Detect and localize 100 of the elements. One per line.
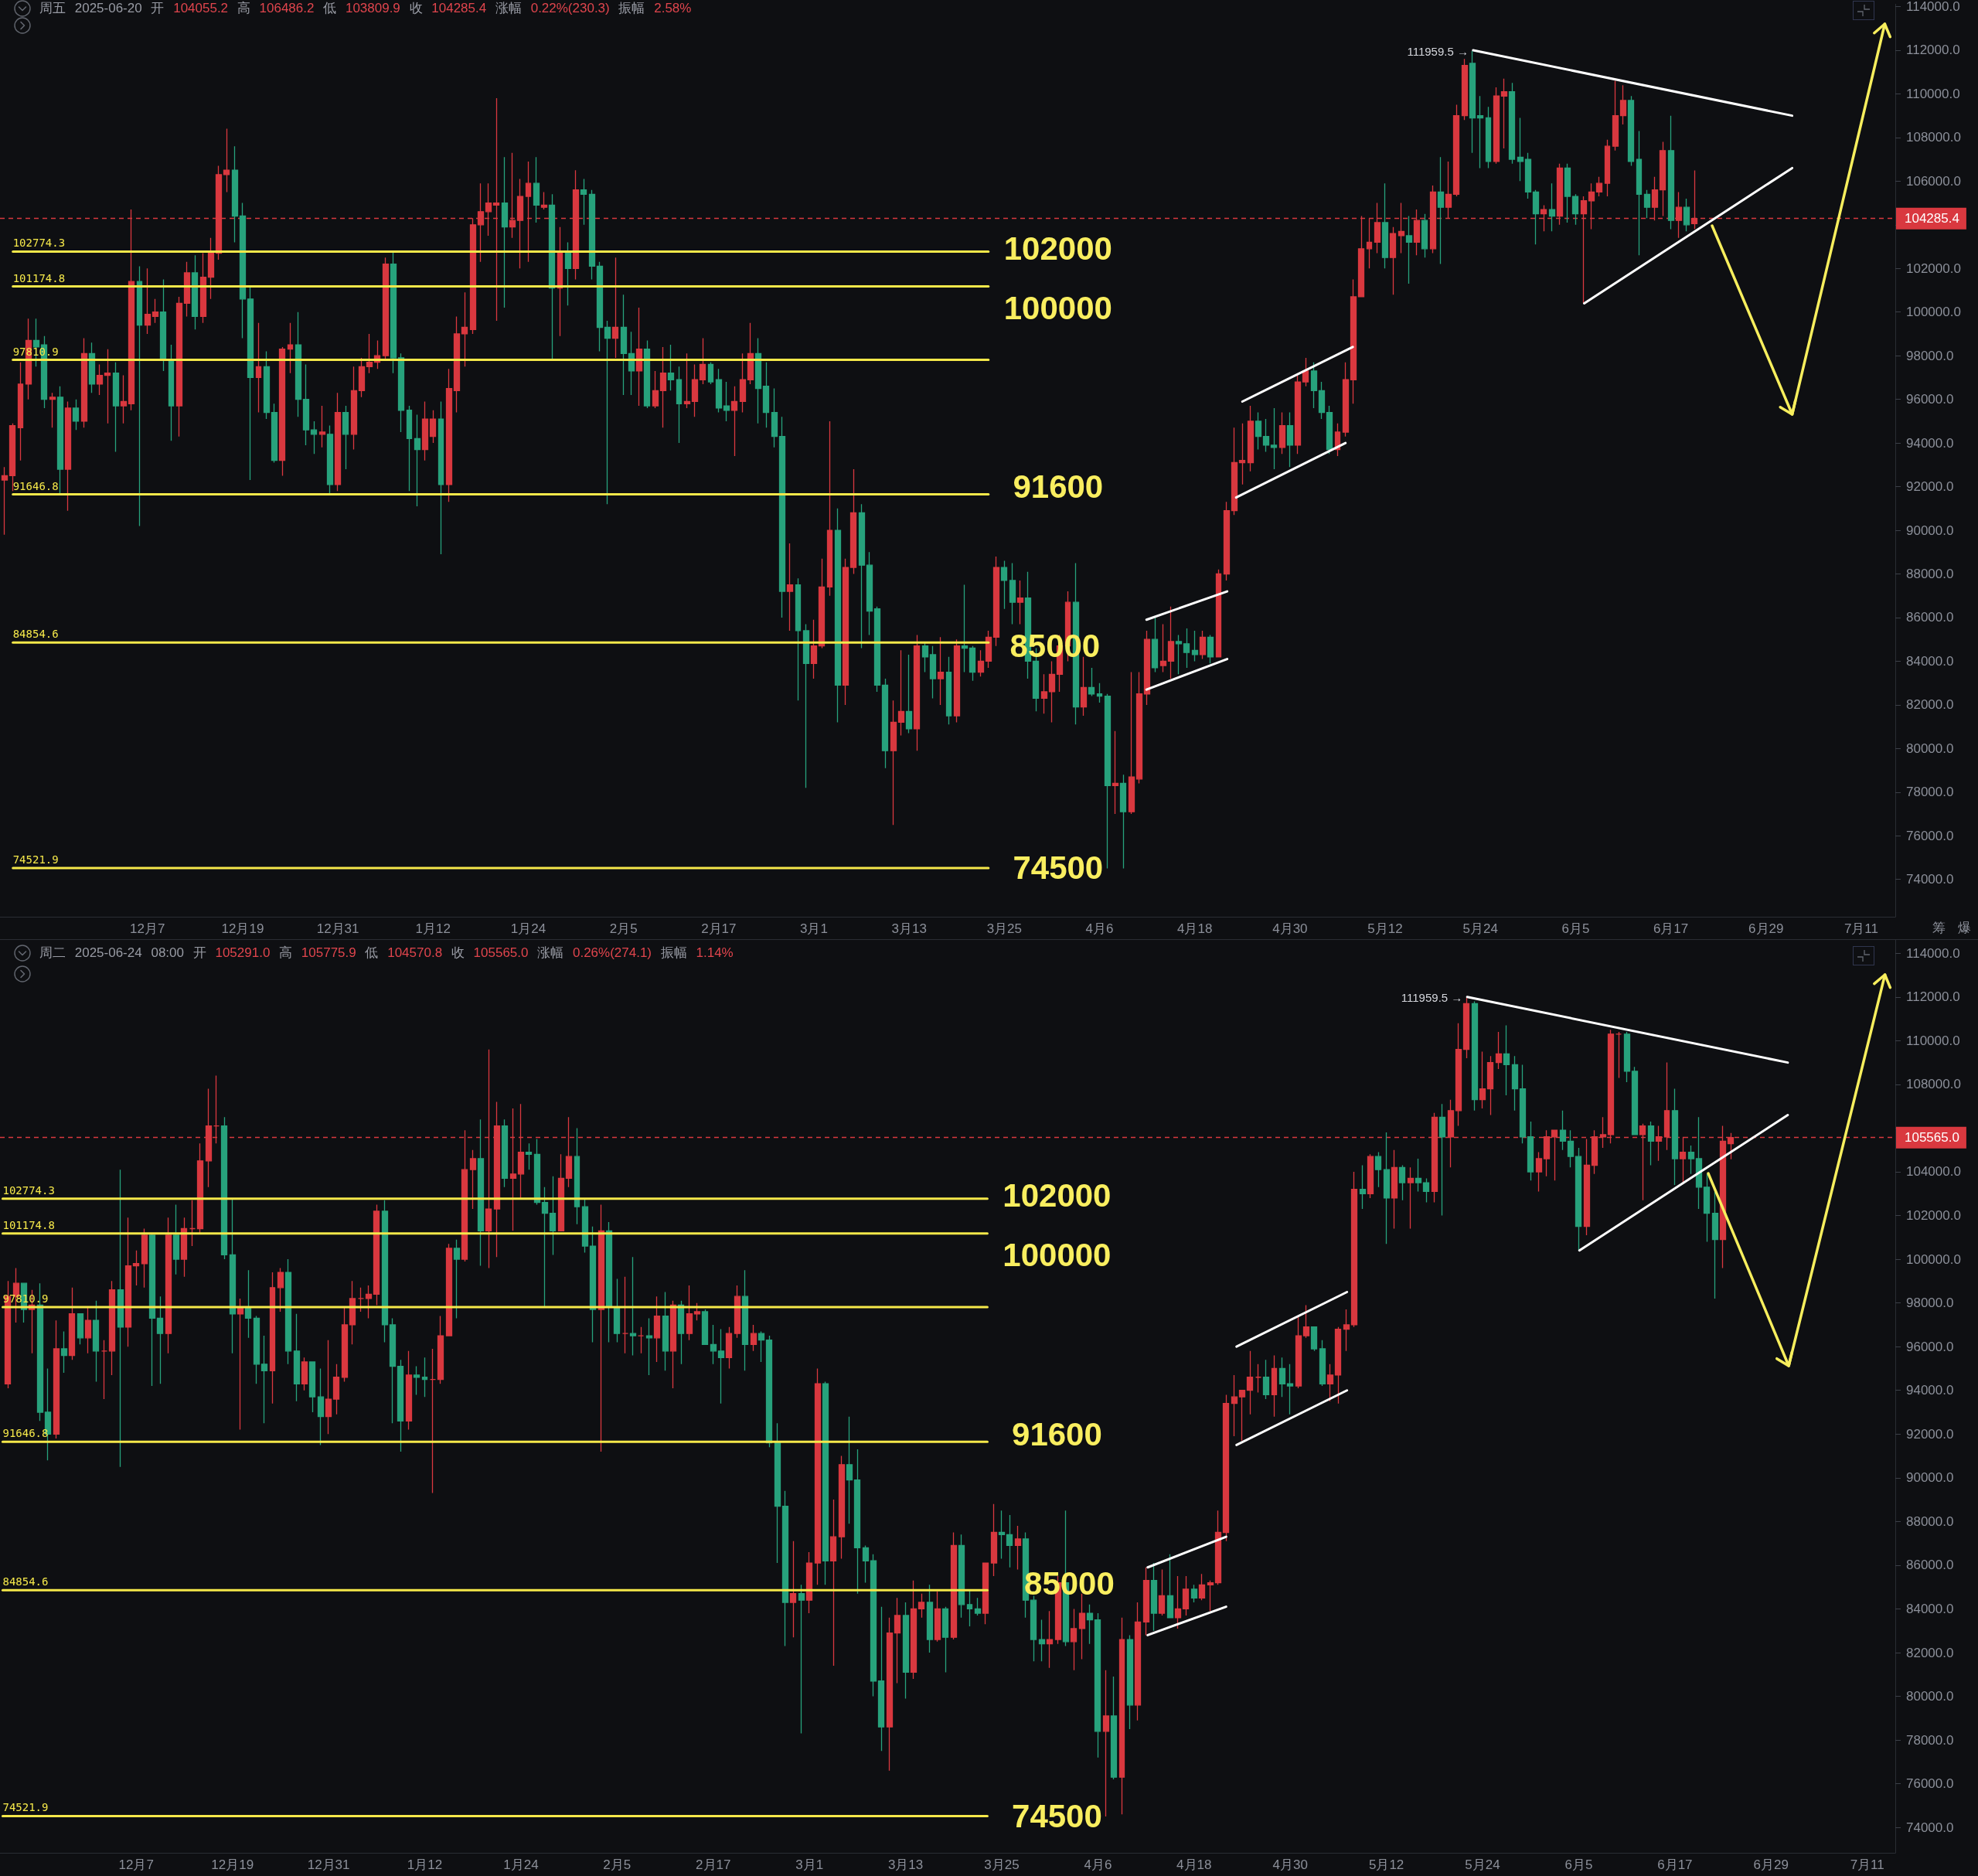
candlestick xyxy=(750,1324,757,1352)
candlestick xyxy=(1452,104,1460,197)
candlestick xyxy=(961,584,969,673)
candlestick xyxy=(747,322,754,385)
candlestick xyxy=(1535,1151,1543,1193)
candlestick xyxy=(1199,630,1207,660)
y-tick-label: 92000.0 xyxy=(1906,479,1954,495)
candlestick xyxy=(1383,1132,1391,1244)
candlestick xyxy=(548,193,556,361)
candlestick xyxy=(725,1326,733,1370)
x-tick-label: 4月6 xyxy=(1085,921,1114,936)
candlestick xyxy=(1278,1357,1286,1398)
candlestick xyxy=(1486,1055,1494,1116)
candlestick xyxy=(397,1359,404,1452)
candlestick xyxy=(985,630,992,669)
candlestick xyxy=(1462,997,1470,1059)
candlestick xyxy=(645,1317,653,1376)
x-tick-label: 2月5 xyxy=(603,1857,632,1872)
candlestick xyxy=(1374,1151,1382,1188)
candlestick xyxy=(477,1118,485,1267)
candlestick xyxy=(117,1169,124,1468)
candlestick xyxy=(1038,1619,1046,1662)
candlestick xyxy=(1519,1064,1527,1144)
candlestick xyxy=(1271,1354,1278,1418)
candlestick xyxy=(765,1335,773,1448)
candlestick xyxy=(253,1315,260,1384)
data-label: 101174.8 xyxy=(12,271,66,284)
candlestick xyxy=(332,1364,340,1415)
candlestick xyxy=(910,1580,918,1680)
x-tick-label: 4月30 xyxy=(1272,1857,1308,1872)
candlestick xyxy=(172,1204,180,1275)
candlestick xyxy=(284,1258,292,1365)
candlestick xyxy=(453,1238,461,1319)
candlestick xyxy=(990,1503,998,1577)
x-tick-label: 3月1 xyxy=(800,921,828,936)
candlestick xyxy=(998,1510,1006,1560)
candlestick xyxy=(389,1317,397,1424)
candlestick xyxy=(557,226,563,337)
candlestick xyxy=(382,257,390,361)
candlestick xyxy=(1302,357,1309,387)
candlestick xyxy=(977,649,985,677)
candlestick xyxy=(653,1295,661,1363)
text: 爆 xyxy=(1958,921,1971,936)
candlestick xyxy=(1255,411,1262,451)
candlestick xyxy=(525,1142,533,1170)
candlestick xyxy=(334,392,342,492)
candlestick xyxy=(301,1357,308,1391)
data-label: 74521.9 xyxy=(2,1801,49,1814)
candlestick xyxy=(77,1313,84,1345)
candlestick xyxy=(683,352,691,409)
candlestick xyxy=(1612,80,1619,152)
candlestick xyxy=(231,145,239,243)
candlestick xyxy=(68,1287,76,1360)
y-tick-label: 76000.0 xyxy=(1906,828,1954,843)
candlestick xyxy=(445,1243,453,1336)
candlestick xyxy=(1142,1567,1150,1636)
candlestick xyxy=(723,381,730,422)
candlestick xyxy=(1182,1575,1190,1616)
y-tick-label: 84000.0 xyxy=(1906,653,1954,669)
candlestick xyxy=(918,1593,925,1619)
candlestick xyxy=(390,250,397,374)
candlestick xyxy=(814,1367,822,1586)
candlestick xyxy=(414,414,421,507)
x-tick-label: 3月1 xyxy=(795,1857,824,1872)
x-tick-label: 2月17 xyxy=(701,921,737,936)
candlestick xyxy=(1088,667,1095,697)
candlestick xyxy=(1415,1158,1422,1193)
candlestick xyxy=(762,362,770,428)
candlestick xyxy=(1583,1138,1591,1236)
x-tick-label: 1月12 xyxy=(415,921,451,936)
candlestick xyxy=(429,410,437,444)
candlestick xyxy=(413,1365,420,1396)
candlestick xyxy=(1238,423,1246,485)
annotation: 74500 xyxy=(1013,849,1104,887)
candlestick xyxy=(229,1197,237,1354)
candlestick xyxy=(1102,1669,1110,1817)
candlestick xyxy=(96,363,104,396)
candlestick xyxy=(786,543,794,632)
annotation: 111959.5 → xyxy=(1407,44,1469,58)
candlestick xyxy=(902,1602,910,1700)
candlestick xyxy=(1422,1177,1430,1204)
y-tick-label: 108000.0 xyxy=(1906,1077,1961,1092)
candlestick xyxy=(1000,560,1008,610)
candlestick xyxy=(1350,278,1357,404)
candlestick xyxy=(1647,1121,1655,1166)
y-tick-label: 114000.0 xyxy=(1906,945,1960,961)
y-tick-label: 106000.0 xyxy=(1906,173,1961,189)
candlestick xyxy=(1286,1364,1294,1415)
ref-line-label: 105565.0 xyxy=(1905,1130,1959,1146)
candlestick xyxy=(349,1280,356,1345)
candlestick xyxy=(1627,95,1635,167)
candlestick xyxy=(180,1217,188,1278)
chart-title: 周二 2025-06-24 08:00 开 105291.0 高 105775.9 低 104570.8 收 105565.0 涨幅 0.26%(274.1) 振幅 1.14% xyxy=(39,945,734,960)
candlestick xyxy=(1238,1390,1246,1442)
candlestick xyxy=(1532,189,1540,245)
candlestick xyxy=(1191,630,1199,662)
candlestick xyxy=(1215,569,1222,658)
y-tick-label: 92000.0 xyxy=(1906,1426,1954,1442)
candlestick xyxy=(1407,1166,1415,1230)
candlestick xyxy=(897,649,905,737)
